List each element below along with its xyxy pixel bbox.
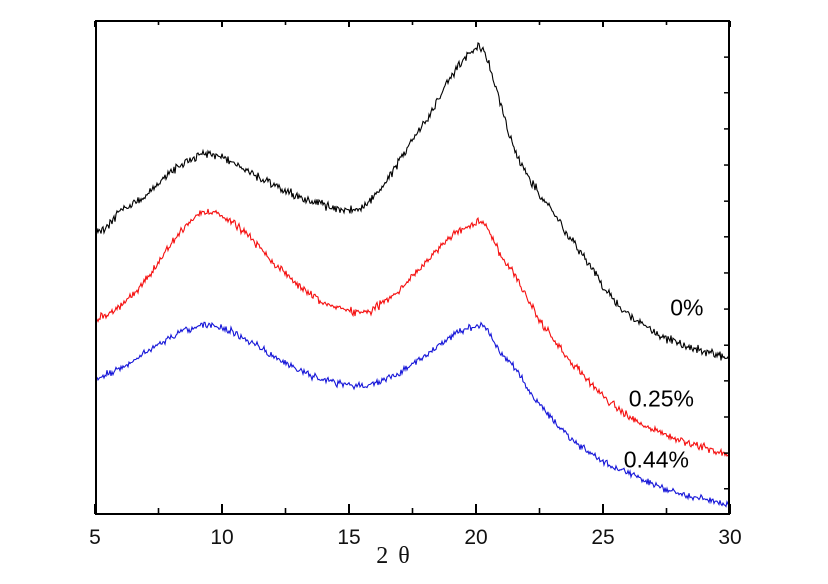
series-label-0.44%: 0.44% bbox=[623, 446, 689, 473]
series-curve-0.44% bbox=[96, 321, 729, 508]
series-label-0.25%: 0.25% bbox=[628, 385, 695, 412]
x-tick-label-20: 20 bbox=[464, 526, 488, 549]
series-curve-0.25% bbox=[96, 208, 729, 457]
series-label-0%: 0% bbox=[670, 294, 704, 321]
x-tick-label-5: 5 bbox=[89, 526, 101, 549]
plot-frame bbox=[95, 20, 730, 515]
x-tick-label-30: 30 bbox=[718, 526, 742, 549]
x-tick-label-25: 25 bbox=[591, 526, 615, 549]
x-axis-title: 2 θ bbox=[376, 543, 412, 569]
series-curve-0% bbox=[96, 42, 729, 361]
x-tick-label-10: 10 bbox=[210, 526, 234, 549]
x-tick-label-15: 15 bbox=[337, 526, 361, 549]
